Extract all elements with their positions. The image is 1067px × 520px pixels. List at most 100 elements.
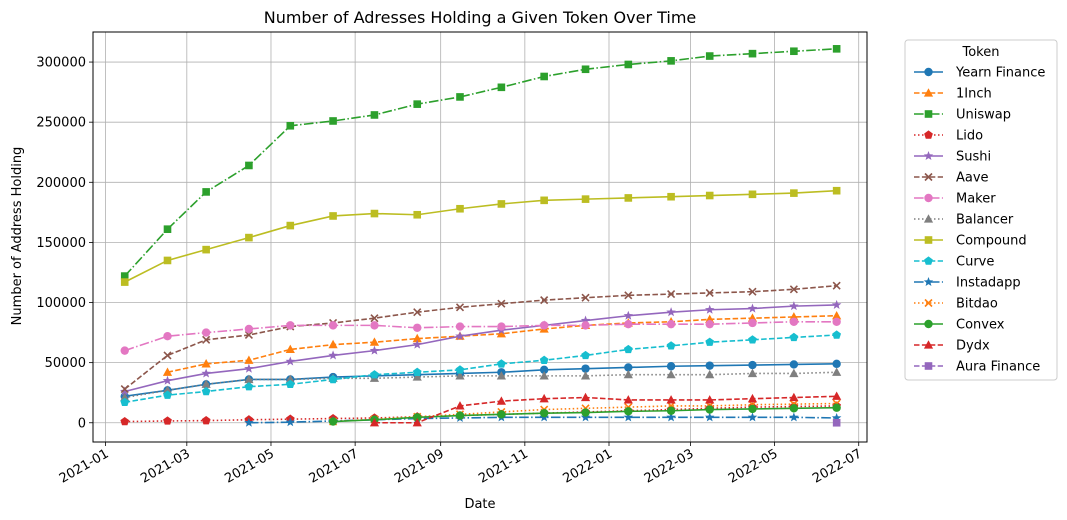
data-point-maker	[201, 328, 211, 337]
data-point-curve	[748, 335, 757, 344]
data-point-dydx	[747, 393, 758, 403]
x-tick-label: 2022-05	[726, 446, 781, 486]
series-line-compound	[124, 189, 837, 283]
x-tick-label: 2021-09	[392, 446, 447, 486]
x-tick-label: 2021-11	[476, 446, 531, 486]
legend-label-maker: Maker	[956, 192, 996, 207]
data-point-curve	[539, 355, 549, 364]
data-point-curve	[581, 350, 590, 360]
data-point-curve	[370, 370, 379, 379]
data-point-yearn-finance	[832, 359, 841, 369]
legend-item-balancer: Balancer	[914, 213, 1014, 228]
data-point-instadapp	[704, 412, 715, 422]
series-aura-finance	[832, 418, 841, 427]
series-dydx	[369, 391, 842, 427]
y-tick-label: 50000	[45, 356, 86, 371]
data-point-sushi	[455, 331, 465, 341]
data-point-sushi	[704, 304, 715, 314]
data-point-dydx	[369, 417, 380, 427]
data-point-aave-stroke	[163, 351, 172, 360]
data-point-aave-stroke	[540, 296, 549, 305]
data-point-uniswap	[245, 161, 253, 170]
data-point-aave-stroke	[581, 293, 590, 302]
series-balancer	[120, 367, 842, 402]
data-point-compound	[456, 204, 464, 213]
axes-layer: 2021-01 2021-03 2021-05 2021-07 2021-09 2021-…	[36, 56, 864, 487]
data-point-aave-stroke	[202, 335, 211, 344]
data-point-compound	[120, 278, 129, 286]
data-point-aave-stroke	[497, 299, 506, 308]
x-tick-label: 2021-05	[222, 446, 277, 486]
data-point-yearn-finance	[539, 365, 549, 375]
data-point-curve	[705, 337, 715, 346]
legend-label-yearn-finance: Yearn Finance	[955, 66, 1045, 81]
legend-item-maker: Maker	[914, 192, 996, 207]
data-point-instadapp	[580, 412, 591, 422]
data-point-1inch	[244, 355, 254, 364]
legend-marker-balancer	[923, 214, 934, 223]
data-point-1inch	[162, 367, 173, 376]
data-point-balancer	[747, 368, 758, 378]
y-tick-label: 0	[78, 416, 86, 431]
series-convex	[328, 403, 841, 426]
data-point-convex	[328, 417, 338, 426]
data-point-maker	[455, 322, 465, 331]
data-point-compound	[540, 196, 548, 205]
y-axis-title: Number of Address Holding	[10, 147, 25, 326]
data-point-sushi	[201, 368, 211, 378]
data-point-aave-stroke	[624, 291, 633, 300]
data-point-curve	[412, 367, 422, 376]
data-point-compound	[748, 190, 757, 199]
data-point-uniswap	[832, 45, 841, 53]
legend-item-1inch: 1Inch	[914, 87, 992, 102]
legend-item-compound: Compound	[914, 234, 1027, 249]
series-sushi	[119, 299, 842, 396]
data-point-compound	[163, 256, 172, 265]
data-point-compound	[497, 200, 506, 208]
x-tick-label: 2022-01	[560, 446, 615, 486]
series-uniswap	[120, 45, 841, 280]
data-point-balancer	[285, 374, 295, 384]
x-tick-label: 2021-03	[138, 446, 193, 486]
data-point-instadapp	[285, 417, 296, 427]
data-point-aave	[667, 290, 676, 299]
data-point-maker	[748, 318, 757, 328]
data-point-compound	[370, 209, 379, 218]
data-point-aave	[540, 296, 549, 305]
data-point-convex	[748, 404, 757, 414]
data-point-maker	[539, 321, 549, 330]
data-point-yearn-finance	[581, 364, 590, 373]
data-point-sushi	[285, 356, 296, 366]
data-point-aave-stroke	[789, 285, 798, 294]
data-point-balancer	[162, 385, 173, 394]
series-yearn-finance	[120, 359, 841, 401]
data-point-balancer	[120, 392, 130, 402]
legend-label-convex: Convex	[956, 318, 1005, 333]
data-point-uniswap	[624, 60, 633, 69]
data-point-maker	[244, 324, 254, 334]
data-point-curve	[163, 390, 172, 399]
series-line-curve	[124, 334, 837, 404]
series-compound	[120, 186, 841, 286]
data-point-compound	[624, 194, 633, 202]
legend-marker-instadapp	[923, 277, 934, 287]
data-point-compound	[202, 245, 210, 254]
data-point-instadapp	[831, 412, 842, 422]
data-point-sushi	[119, 386, 130, 396]
data-point-yearn-finance	[666, 362, 676, 371]
data-point-yearn-finance	[748, 360, 757, 370]
legend-marker-aave	[924, 172, 933, 182]
data-point-uniswap	[329, 117, 337, 125]
data-point-yearn-finance	[624, 363, 633, 372]
data-point-uniswap	[667, 57, 675, 65]
data-point-dydx	[623, 395, 633, 404]
legend-marker-uniswap	[924, 110, 933, 118]
legend-item-lido: Lido	[914, 129, 983, 144]
data-point-balancer	[244, 374, 254, 384]
legend-marker-aave-stroke	[924, 172, 933, 182]
data-point-sushi	[162, 375, 173, 385]
legend-label-aura-finance: Aura Finance	[956, 360, 1040, 375]
legend-item-bitdao: Bitdao	[914, 297, 998, 312]
data-point-maker	[666, 319, 676, 329]
legend: Token Yearn Finance 1Inch Uniswap Lido Sushi…	[904, 39, 1058, 381]
